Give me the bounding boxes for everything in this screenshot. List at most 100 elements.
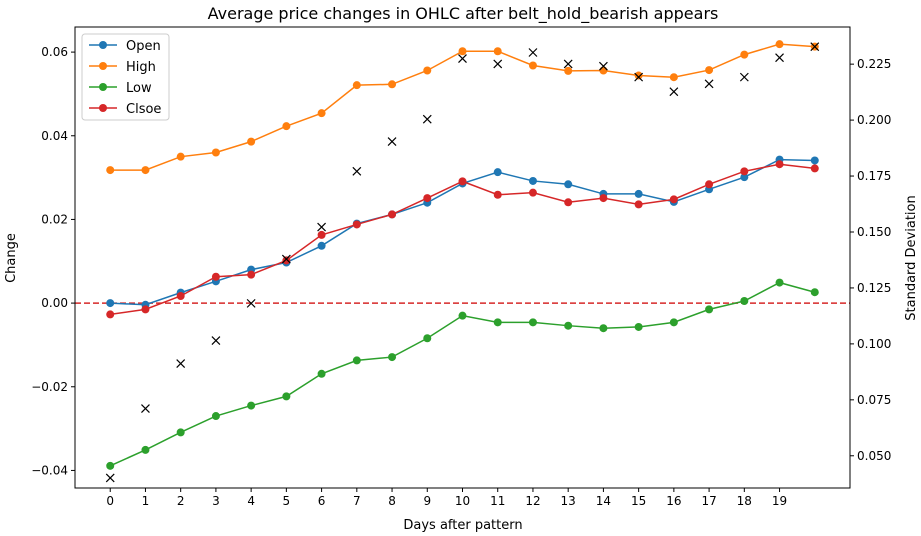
y-tick-label: −0.02 xyxy=(31,380,68,394)
std-dev-marker xyxy=(246,298,256,308)
y-tick-label: 0.06 xyxy=(41,45,68,59)
x-tick-label: 5 xyxy=(283,494,291,508)
y2-tick-label: 0.100 xyxy=(857,337,891,351)
std-dev-marker xyxy=(176,359,186,368)
x-tick-label: 14 xyxy=(596,494,611,508)
x-tick-label: 17 xyxy=(701,494,716,508)
series-point-clsoe xyxy=(564,198,573,207)
series-point-clsoe xyxy=(775,160,784,169)
std-dev-marker-stroke xyxy=(458,54,467,63)
std-dev-marker xyxy=(669,87,679,97)
std-dev-marker xyxy=(598,61,608,71)
legend: Open High Low Clsoe xyxy=(81,33,170,121)
series-point-open xyxy=(106,299,115,308)
x-tick-label: 8 xyxy=(388,494,396,508)
x-tick-label: 16 xyxy=(666,494,681,508)
series-point-low xyxy=(775,278,784,287)
std-dev-marker xyxy=(634,72,644,82)
std-dev-marker-stroke xyxy=(387,137,397,147)
legend-marker-high xyxy=(99,62,107,70)
series-point-low xyxy=(599,324,608,333)
series-point-clsoe xyxy=(458,177,467,186)
std-dev-marker-stroke xyxy=(598,61,608,71)
series-point-low xyxy=(317,369,326,378)
std-dev-marker xyxy=(493,59,503,69)
std-dev-marker xyxy=(528,48,538,57)
std-dev-marker xyxy=(458,54,467,63)
x-tick-label: 11 xyxy=(490,494,505,508)
series-point-low xyxy=(247,401,256,410)
std-dev-marker-stroke xyxy=(669,87,679,97)
std-dev-marker-stroke xyxy=(352,166,362,176)
series-point-low xyxy=(211,412,220,421)
series-point-low xyxy=(352,356,361,365)
y2-tick-label: 0.175 xyxy=(857,169,891,183)
x-tick-label: 9 xyxy=(423,494,431,508)
y-tick-label: 0.04 xyxy=(41,129,68,143)
series-point-clsoe xyxy=(493,190,502,199)
x-tick-label: 12 xyxy=(525,494,540,508)
series-point-high xyxy=(669,73,678,82)
series-point-open xyxy=(740,173,749,182)
series-point-open xyxy=(634,189,643,198)
series-point-clsoe xyxy=(317,230,326,239)
series-point-clsoe xyxy=(669,195,678,204)
std-dev-marker-stroke xyxy=(141,404,150,413)
series-point-low xyxy=(528,318,537,327)
y2-axis-title: Standard Deviation xyxy=(904,195,919,320)
std-dev-marker-stroke xyxy=(281,254,291,264)
std-dev-marker xyxy=(317,222,327,232)
series-point-clsoe xyxy=(599,194,608,203)
std-dev-marker xyxy=(141,404,150,413)
std-dev-marker xyxy=(810,42,820,52)
x-tick-label: 13 xyxy=(561,494,576,508)
series-point-low xyxy=(423,334,432,343)
y2-tick-label: 0.050 xyxy=(857,449,891,463)
series-point-clsoe xyxy=(705,180,714,189)
series-point-clsoe xyxy=(423,194,432,203)
series-point-high xyxy=(282,122,291,131)
legend-marker-clsoe xyxy=(99,104,107,112)
y2-tick-label: 0.225 xyxy=(857,57,891,71)
series-point-low xyxy=(106,461,115,470)
x-tick-label: 6 xyxy=(318,494,326,508)
std-dev-marker xyxy=(105,473,115,483)
series-point-high xyxy=(599,66,608,75)
std-dev-marker xyxy=(775,53,784,63)
series-point-high xyxy=(740,50,749,59)
series-point-open xyxy=(317,241,326,250)
series-point-low xyxy=(705,305,714,314)
series-point-low xyxy=(669,318,678,327)
series-point-low xyxy=(740,297,749,306)
series-point-high xyxy=(634,71,643,80)
legend-label-clsoe: Clsoe xyxy=(126,102,161,117)
series-point-low xyxy=(634,322,643,331)
legend-marker-open xyxy=(99,41,107,49)
series-point-high xyxy=(564,66,573,75)
std-dev-marker xyxy=(422,114,432,124)
series-point-low xyxy=(141,445,150,454)
x-tick-label: 2 xyxy=(177,494,185,508)
std-dev-marker-stroke xyxy=(493,59,503,69)
plot-frame xyxy=(74,26,851,489)
series-point-high xyxy=(141,166,150,175)
series-point-clsoe xyxy=(634,200,643,209)
legend-label-low: Low xyxy=(126,81,152,96)
std-dev-marker-stroke xyxy=(810,42,820,52)
std-dev-marker-stroke xyxy=(528,48,538,57)
x-tick-label: 18 xyxy=(737,494,752,508)
std-dev-marker-stroke xyxy=(704,79,714,89)
legend-marker-low xyxy=(99,83,107,91)
x-tick-label: 3 xyxy=(212,494,220,508)
series-point-low xyxy=(282,392,291,401)
series-point-high xyxy=(705,66,714,75)
x-tick-label: 1 xyxy=(142,494,150,508)
series-point-low xyxy=(493,318,502,327)
chart-title: Average price changes in OHLC after belt… xyxy=(208,4,719,24)
series-point-clsoe xyxy=(528,188,537,197)
std-dev-marker-stroke xyxy=(211,336,221,345)
x-axis-title: Days after pattern xyxy=(403,518,522,533)
series-point-open xyxy=(564,180,573,189)
legend-label-open: Open xyxy=(126,39,161,54)
